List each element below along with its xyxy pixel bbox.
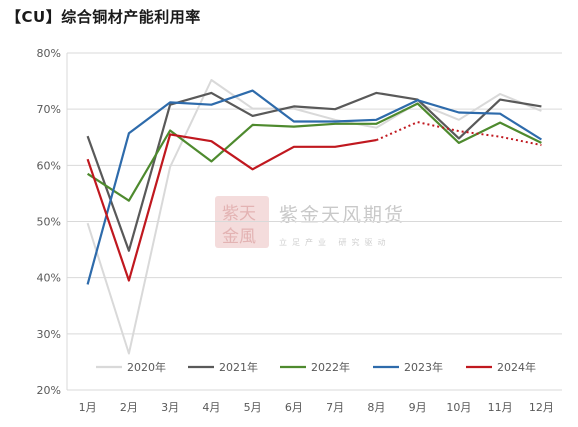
- series-line-2020年: [86, 79, 542, 355]
- x-tick-label: 11月: [488, 401, 513, 414]
- legend: 2020年 2021年 2022年 2023年 2024年: [96, 360, 536, 374]
- watermark-name: 紫金天风期货: [279, 204, 405, 226]
- x-tick-label: 9月: [409, 401, 427, 414]
- y-tick-label: 80%: [37, 47, 61, 60]
- y-tick-label: 30%: [37, 328, 61, 341]
- y-tick-label: 70%: [37, 103, 61, 116]
- x-tick-label: 10月: [446, 401, 471, 414]
- legend-label: 2023年: [404, 360, 443, 374]
- legend-label: 2020年: [127, 360, 166, 374]
- y-axis: 20% 30% 40% 50% 60% 70% 80%: [37, 47, 68, 397]
- x-tick-label: 6月: [285, 401, 303, 414]
- watermark-logo-glyph: 紫天: [222, 204, 256, 224]
- y-tick-label: 50%: [37, 216, 61, 229]
- series-line-2022年: [86, 102, 542, 202]
- legend-label: 2022年: [311, 360, 350, 374]
- x-axis: 1月 2月 3月 4月 5月 6月 7月 8月 9月 10月 11月 12月: [79, 401, 554, 414]
- y-tick-label: 60%: [37, 159, 61, 172]
- watermark-logo-glyph: 金風: [222, 227, 256, 247]
- x-tick-label: 2月: [120, 401, 138, 414]
- legend-label: 2021年: [219, 360, 258, 374]
- x-tick-label: 12月: [529, 401, 554, 414]
- x-tick-label: 8月: [367, 401, 385, 414]
- x-tick-label: 7月: [326, 401, 344, 414]
- x-tick-label: 4月: [202, 401, 220, 414]
- x-tick-label: 3月: [161, 401, 179, 414]
- y-tick-label: 40%: [37, 272, 61, 285]
- series-line-2024年: [86, 133, 377, 282]
- watermark-slogan: 立足产业 研究驱动: [279, 237, 391, 247]
- series-line-2021年: [86, 91, 542, 252]
- x-tick-label: 5月: [244, 401, 262, 414]
- series-line-2023年: [86, 89, 542, 285]
- legend-label: 2024年: [497, 360, 536, 374]
- chart-title: 【CU】综合铜材产能利用率: [6, 8, 201, 26]
- y-tick-label: 20%: [37, 384, 61, 397]
- x-tick-label: 1月: [79, 401, 97, 414]
- series-lines: [86, 79, 542, 355]
- grid: [67, 52, 562, 391]
